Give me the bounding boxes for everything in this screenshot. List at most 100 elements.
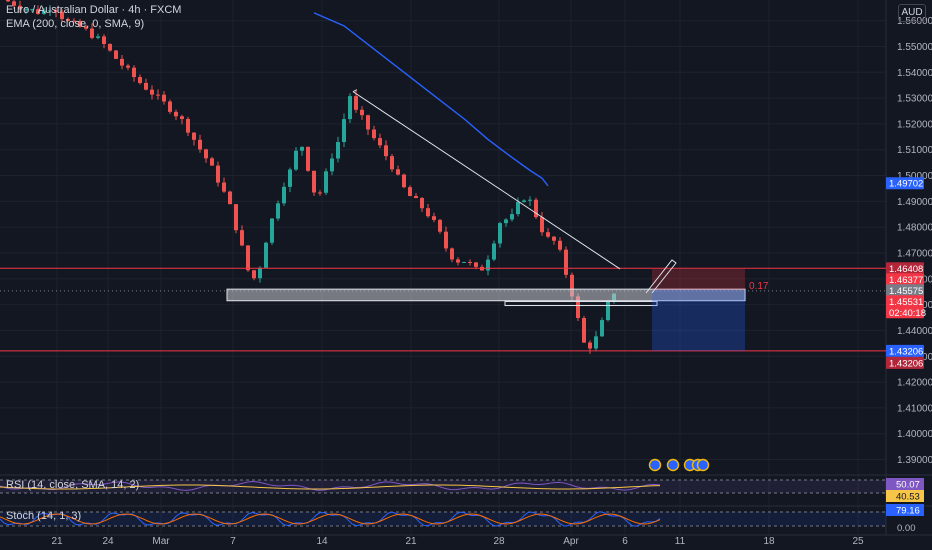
candle-body <box>498 223 502 244</box>
candle-body <box>540 217 544 233</box>
candle <box>408 185 412 197</box>
candle <box>588 340 592 354</box>
candle <box>438 218 442 234</box>
candle-body <box>168 101 172 112</box>
candle <box>594 331 598 352</box>
candle-body <box>72 20 76 22</box>
y-tick-label: 1.40000 <box>897 429 932 440</box>
candle-body <box>54 10 58 12</box>
candle-body <box>558 240 562 250</box>
candle-body <box>438 219 442 232</box>
price-axis-label: 02:40:18 <box>889 308 926 319</box>
candle <box>354 90 358 113</box>
candle-body <box>18 5 22 10</box>
y-tick-label: 1.52000 <box>897 119 932 130</box>
candle <box>30 8 34 13</box>
y-tick-label: 1.47000 <box>897 248 932 259</box>
candle-body <box>198 139 202 150</box>
candle-body <box>552 236 556 241</box>
x-tick-label: 21 <box>51 536 63 547</box>
ema-legend[interactable]: EMA (200, close, 0, SMA, 9) <box>6 18 145 30</box>
rsi-ma-line <box>0 484 661 490</box>
stoch-legend[interactable]: Stoch (14, 1, 3) <box>6 510 82 522</box>
candle-body <box>84 26 88 29</box>
y-tick-label: 1.48000 <box>897 223 932 234</box>
candle-body <box>66 19 70 21</box>
candle-body <box>606 301 610 321</box>
x-tick-label: 14 <box>316 536 328 547</box>
y-tick-label: 1.42000 <box>897 378 932 389</box>
rsi-legend[interactable]: RSI (14, close, SMA, 14, 2) <box>6 479 140 491</box>
candle-body <box>492 243 496 260</box>
y-tick-label: 1.51000 <box>897 145 932 156</box>
candle-body <box>330 158 334 172</box>
candle <box>330 153 334 176</box>
y-tick-label: 1.49000 <box>897 197 932 208</box>
candle-body <box>354 96 358 110</box>
price-axis-label-bg <box>886 356 924 369</box>
candle <box>12 0 16 9</box>
y-tick-label: 1.44000 <box>897 326 932 337</box>
candle <box>156 89 160 100</box>
candle <box>210 156 214 166</box>
rsi-value-label: 50.07 <box>896 480 920 491</box>
candle <box>306 146 310 172</box>
candle <box>162 91 166 105</box>
price-axis-label: 1.45531 <box>889 297 923 308</box>
candle <box>204 148 208 163</box>
candle-body <box>96 36 100 38</box>
rsi-value-label: 40.53 <box>896 492 920 503</box>
candle-body <box>420 198 424 209</box>
candle-body <box>312 170 316 193</box>
position-ratio-label: 0.17 <box>749 281 769 292</box>
candle <box>42 7 46 15</box>
candle <box>312 170 316 196</box>
candle <box>366 114 370 136</box>
candle <box>522 199 526 203</box>
candle-body <box>342 119 346 142</box>
candle-body <box>546 232 550 237</box>
candle-body <box>126 65 130 68</box>
candle <box>138 74 142 85</box>
candle <box>372 125 376 141</box>
candle-body <box>372 129 376 139</box>
candle <box>414 193 418 199</box>
candle <box>252 269 256 281</box>
candle <box>114 50 118 60</box>
candle <box>90 23 94 40</box>
candle-body <box>228 191 232 205</box>
candle <box>234 204 238 234</box>
candle-body <box>162 94 166 102</box>
candle-body <box>276 203 280 219</box>
x-tick-label: Apr <box>563 536 579 547</box>
y-tick-label: 1.53000 <box>897 94 932 105</box>
candle <box>498 221 502 248</box>
grid <box>0 0 886 535</box>
candle <box>492 240 496 262</box>
event-marker-icon <box>666 458 680 472</box>
candle-body <box>390 156 394 170</box>
candle <box>360 106 364 120</box>
candle-body <box>600 320 604 337</box>
candle-body <box>186 118 190 133</box>
candle <box>264 241 268 268</box>
candle-body <box>384 145 388 157</box>
currency-button[interactable]: AUD <box>898 4 926 22</box>
candle-body <box>192 132 196 140</box>
candle-body <box>270 218 274 243</box>
candle <box>324 168 328 196</box>
price-axis-label: 1.43206 <box>889 346 923 357</box>
candle-body <box>360 109 364 116</box>
candle <box>300 146 304 156</box>
candle-body <box>456 259 460 263</box>
candle-body <box>444 231 448 249</box>
symbol-title[interactable]: Euro / Australian Dollar · 4h · FXCM <box>6 4 182 16</box>
candle <box>102 34 106 49</box>
y-tick-label: 1.54000 <box>897 68 932 79</box>
candle-body <box>582 318 586 343</box>
candle <box>198 134 202 153</box>
candle <box>384 140 388 161</box>
candle-body <box>528 199 532 201</box>
